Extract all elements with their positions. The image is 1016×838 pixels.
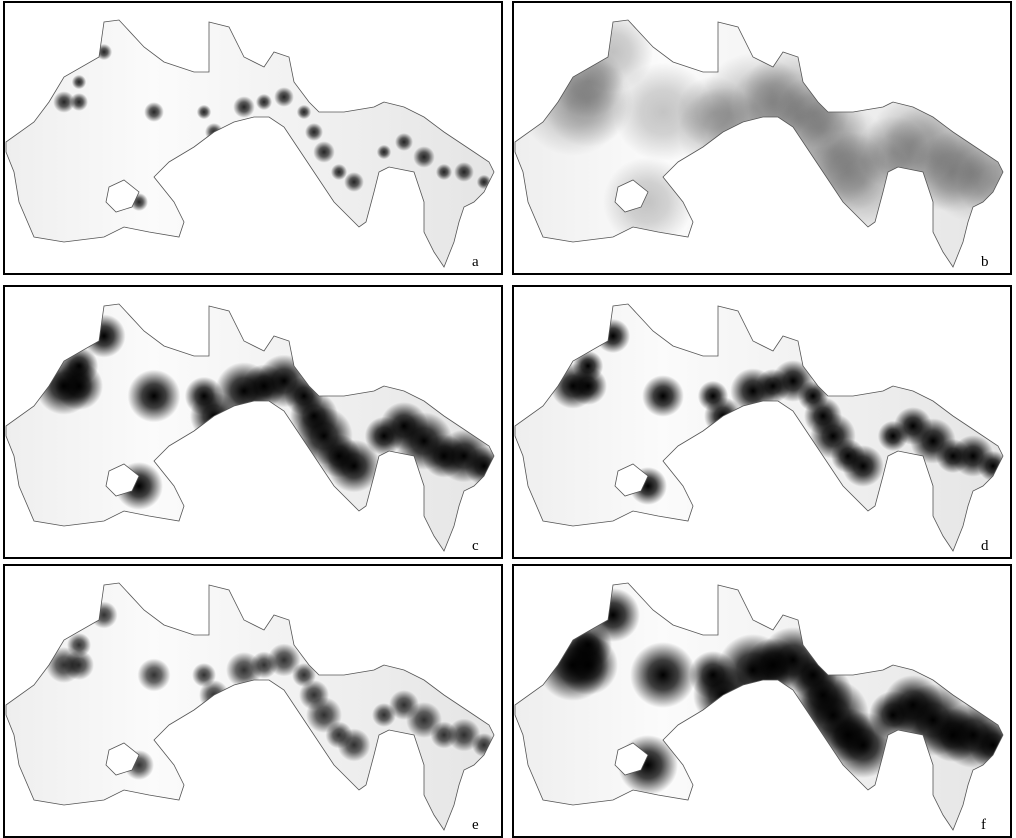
field-spot [454, 162, 474, 182]
panel-label: a [472, 254, 479, 270]
map-panel: a [4, 2, 502, 274]
panel-label: d [981, 538, 989, 554]
map-panel: b [513, 2, 1016, 274]
field-spot [305, 123, 323, 141]
field-spot [395, 133, 413, 151]
map-panel: d [513, 286, 1011, 558]
field-spot [313, 141, 335, 163]
field-spot [256, 94, 272, 110]
field-spot [344, 172, 364, 192]
field-spot [274, 87, 294, 107]
field-spot [377, 145, 391, 159]
field-spot [72, 75, 86, 89]
field-spot [842, 445, 884, 487]
map-panel: c [4, 286, 503, 558]
field-spot [413, 146, 435, 168]
field-spot [331, 164, 347, 180]
field-spot [233, 96, 255, 118]
map-panel: f [513, 565, 1016, 837]
map-panel: e [4, 565, 502, 837]
panel-label: c [472, 538, 479, 554]
field-spot [297, 105, 311, 119]
panel-label: f [981, 817, 986, 833]
field-spot [436, 164, 452, 180]
field-spot [630, 642, 696, 708]
panel-label: e [472, 817, 479, 833]
figure: a b c d e f [0, 0, 1016, 838]
panel-label: b [981, 254, 989, 270]
field-spot [138, 659, 171, 692]
field-spot [53, 91, 75, 113]
field-spot [642, 375, 684, 417]
field-spot [197, 105, 211, 119]
field-spot [144, 102, 164, 122]
field-spot [338, 729, 371, 762]
field-spot [128, 370, 181, 423]
